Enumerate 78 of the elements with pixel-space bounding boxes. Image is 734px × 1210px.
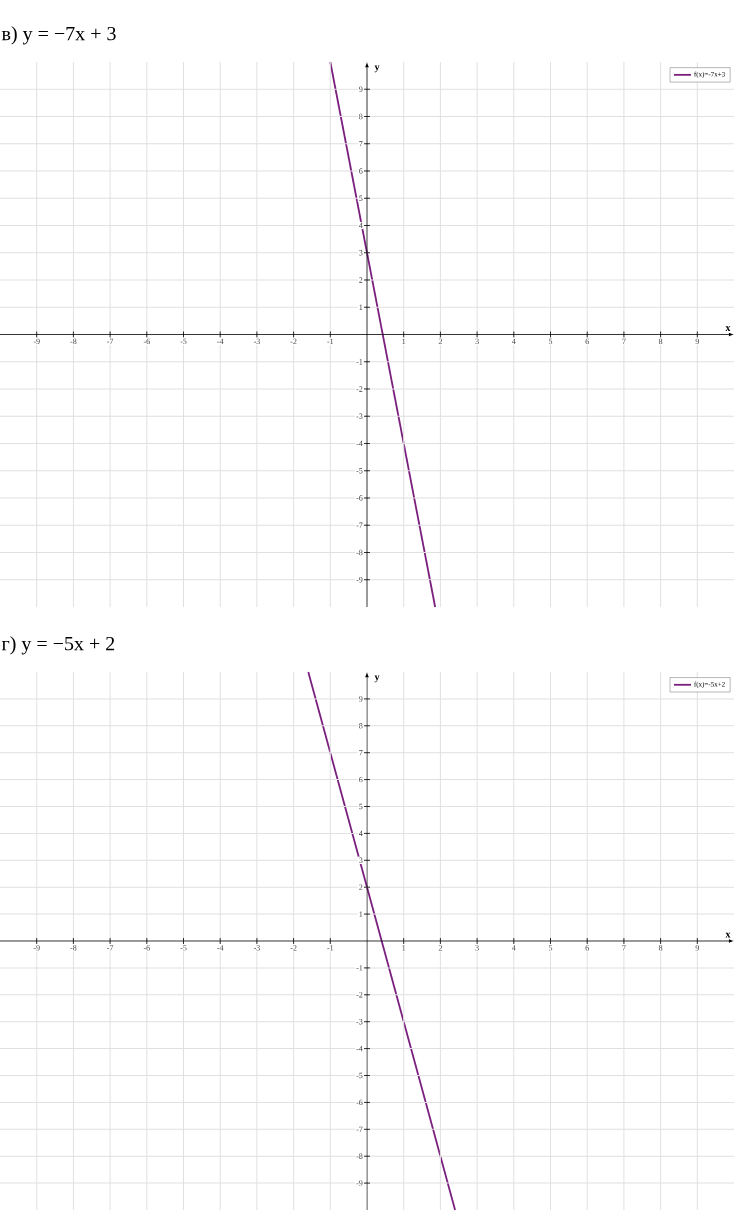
y-tick-label: 2 — [359, 277, 363, 283]
x-tick-label: 1 — [402, 338, 406, 344]
y-tick-label: -9 — [356, 577, 363, 583]
y-tick-label: 5 — [359, 803, 363, 810]
x-tick-label: 3 — [475, 945, 479, 951]
x-tick-label: 6 — [585, 338, 589, 345]
x-tick-label: 3 — [475, 338, 479, 345]
y-tick-label: -6 — [356, 1099, 363, 1106]
x-tick-label: -5 — [180, 338, 187, 345]
y-tick-label: 7 — [359, 750, 363, 756]
x-tick-label: 6 — [585, 945, 589, 951]
x-tick-label: 9 — [695, 945, 699, 951]
y-tick-label: -6 — [356, 495, 363, 501]
x-tick-label: 1 — [402, 945, 406, 951]
chart-title: г) y = −5x + 2 — [1, 636, 115, 655]
x-tick-label: -4 — [217, 945, 224, 951]
x-tick-label: -2 — [290, 338, 297, 344]
y-tick-label: -1 — [356, 965, 363, 971]
x-axis-title: x — [725, 326, 731, 331]
y-tick-label: 1 — [359, 911, 363, 917]
x-tick-label: -3 — [253, 338, 260, 345]
x-tick-label: -4 — [217, 338, 224, 344]
y-tick-label: 5 — [359, 195, 363, 201]
y-tick-label: -4 — [356, 1045, 363, 1052]
x-tick-label: -9 — [33, 945, 40, 951]
y-tick-label: -1 — [356, 359, 363, 365]
x-tick-label: -6 — [143, 338, 150, 345]
y-tick-label: -7 — [356, 522, 363, 528]
y-tick-label: 6 — [359, 776, 363, 783]
x-tick-label: 2 — [438, 945, 442, 951]
x-tick-label: 8 — [658, 338, 663, 345]
x-tick-label: 5 — [548, 945, 553, 951]
y-tick-label: -2 — [356, 992, 363, 998]
y-tick-label: 1 — [359, 304, 363, 310]
y-tick-label: -9 — [356, 1180, 363, 1186]
y-tick-label: 4 — [358, 222, 363, 229]
x-tick-label: -9 — [33, 338, 40, 345]
x-tick-label: -1 — [327, 338, 334, 344]
y-tick-label: 3 — [359, 857, 363, 863]
x-tick-label: -7 — [107, 945, 114, 951]
x-tick-label: -2 — [290, 945, 297, 951]
x-tick-label: -8 — [70, 945, 77, 951]
y-axis-title: y — [374, 675, 380, 683]
y-tick-label: -3 — [356, 413, 363, 419]
y-tick-label: 4 — [358, 830, 363, 837]
y-tick-label: 2 — [359, 884, 363, 890]
x-tick-label: -6 — [143, 945, 150, 951]
x-tick-label: 8 — [658, 945, 663, 951]
x-tick-label: 7 — [622, 338, 626, 344]
y-tick-label: -2 — [356, 386, 363, 392]
y-tick-label: 9 — [359, 86, 363, 92]
x-tick-label: -5 — [180, 945, 187, 951]
y-tick-label: 3 — [359, 250, 363, 256]
chart-title: в) y = −7x + 3 — [1, 26, 116, 45]
y-axis-title: y — [374, 65, 380, 73]
y-tick-label: 8 — [359, 113, 363, 120]
y-tick-label: 8 — [359, 723, 363, 729]
y-tick-label: 9 — [359, 696, 363, 702]
x-tick-label: -1 — [327, 945, 334, 951]
y-tick-label: -3 — [356, 1019, 363, 1025]
y-tick-label: -5 — [356, 468, 363, 474]
y-tick-label: -5 — [356, 1072, 363, 1079]
x-tick-label: 9 — [695, 338, 699, 345]
y-tick-label: -8 — [356, 549, 363, 556]
x-tick-label: -7 — [107, 338, 114, 344]
y-tick-label: 6 — [359, 168, 363, 174]
x-axis-title: x — [725, 932, 731, 938]
x-tick-label: 2 — [438, 338, 442, 344]
y-tick-label: -8 — [356, 1153, 363, 1159]
x-tick-label: -3 — [253, 945, 260, 951]
x-tick-label: -8 — [70, 338, 77, 345]
x-tick-label: 5 — [548, 338, 553, 345]
x-tick-label: 4 — [511, 945, 516, 951]
y-tick-label: -7 — [356, 1126, 363, 1132]
x-tick-label: 4 — [511, 338, 516, 344]
y-tick-label: 7 — [359, 141, 363, 147]
x-tick-label: 7 — [622, 945, 626, 951]
y-tick-label: -4 — [356, 440, 363, 447]
